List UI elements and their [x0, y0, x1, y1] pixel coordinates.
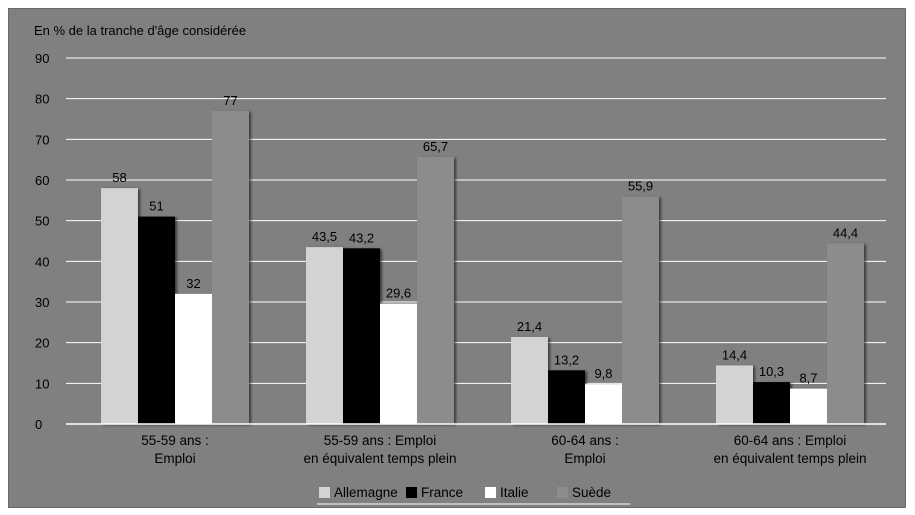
bar-suède	[212, 110, 249, 424]
chart-frame: En % de la tranche d'âge considérée 0 10 2…	[8, 8, 906, 508]
bar-france	[343, 248, 380, 424]
data-label: 65,7	[423, 139, 448, 154]
bar-chart: En % de la tranche d'âge considérée 0 10 2…	[34, 23, 886, 505]
data-label: 29,6	[386, 286, 411, 301]
category-label: Emploi	[564, 451, 605, 466]
y-tick-label: 70	[35, 132, 49, 147]
bar-france	[753, 382, 790, 424]
bar-italie	[175, 293, 212, 424]
y-tick-label: 40	[35, 254, 49, 269]
y-axis-label: En % de la tranche d'âge considérée	[34, 23, 246, 38]
category-labels: 55-59 ans : Emploi 55-59 ans : Emploi en éq…	[141, 433, 866, 466]
bar-suède	[622, 196, 659, 424]
bar-allemagne	[716, 365, 753, 424]
data-label: 8,7	[799, 371, 817, 386]
data-label: 58	[112, 170, 126, 185]
bar-italie	[585, 384, 622, 424]
bar-france	[548, 370, 585, 424]
y-tick-label: 0	[35, 417, 42, 432]
bar-suède	[827, 243, 864, 424]
y-tick-label: 90	[35, 51, 49, 66]
data-label: 21,4	[517, 319, 542, 334]
data-label: 51	[149, 199, 163, 214]
category-label: en équivalent temps plein	[303, 451, 456, 466]
y-tick-label: 60	[35, 173, 49, 188]
legend-swatch-suède	[557, 487, 568, 498]
data-label: 13,2	[554, 352, 579, 367]
legend-swatch-allemagne	[319, 487, 330, 498]
bar-france	[138, 216, 175, 424]
data-label: 77	[223, 93, 237, 108]
y-tick-label: 20	[35, 336, 49, 351]
data-labels: 58 51 32 77 43,5 43,2 29,6 65,7 21,4 13,2 9,8 55,9 1…	[112, 93, 858, 386]
bar-italie	[790, 388, 827, 424]
data-label: 55,9	[628, 179, 653, 194]
category-label: Emploi	[154, 451, 195, 466]
data-label: 44,4	[833, 225, 858, 240]
legend-swatch-italie	[485, 487, 496, 498]
bar-suède	[417, 156, 454, 424]
data-label: 14,4	[722, 347, 747, 362]
y-tick-label: 80	[35, 92, 49, 107]
category-label: 55-59 ans :	[141, 433, 209, 448]
bar-italie	[380, 303, 417, 424]
legend-swatch-france	[406, 487, 417, 498]
data-label: 43,2	[349, 230, 374, 245]
legend-label: France	[421, 485, 463, 500]
data-label: 9,8	[594, 366, 612, 381]
category-label: 60-64 ans : Emploi	[734, 433, 847, 448]
bar-allemagne	[101, 188, 138, 424]
bars	[101, 110, 864, 424]
legend-label: Allemagne	[334, 485, 398, 500]
legend-label: Italie	[500, 485, 529, 500]
y-axis-ticks: 0 10 20 30 40 50 60 70 80 90	[35, 51, 49, 432]
category-label: 60-64 ans :	[551, 433, 619, 448]
bar-allemagne	[511, 336, 548, 424]
data-label: 43,5	[312, 229, 337, 244]
bar-allemagne	[306, 247, 343, 424]
data-label: 32	[186, 276, 200, 291]
legend: Allemagne France Italie Suède	[317, 485, 630, 505]
category-label: en équivalent temps plein	[713, 451, 866, 466]
data-label: 10,3	[759, 364, 784, 379]
category-label: 55-59 ans : Emploi	[324, 433, 437, 448]
y-tick-label: 10	[35, 376, 49, 391]
legend-label: Suède	[572, 485, 611, 500]
y-tick-label: 30	[35, 295, 49, 310]
y-tick-label: 50	[35, 214, 49, 229]
